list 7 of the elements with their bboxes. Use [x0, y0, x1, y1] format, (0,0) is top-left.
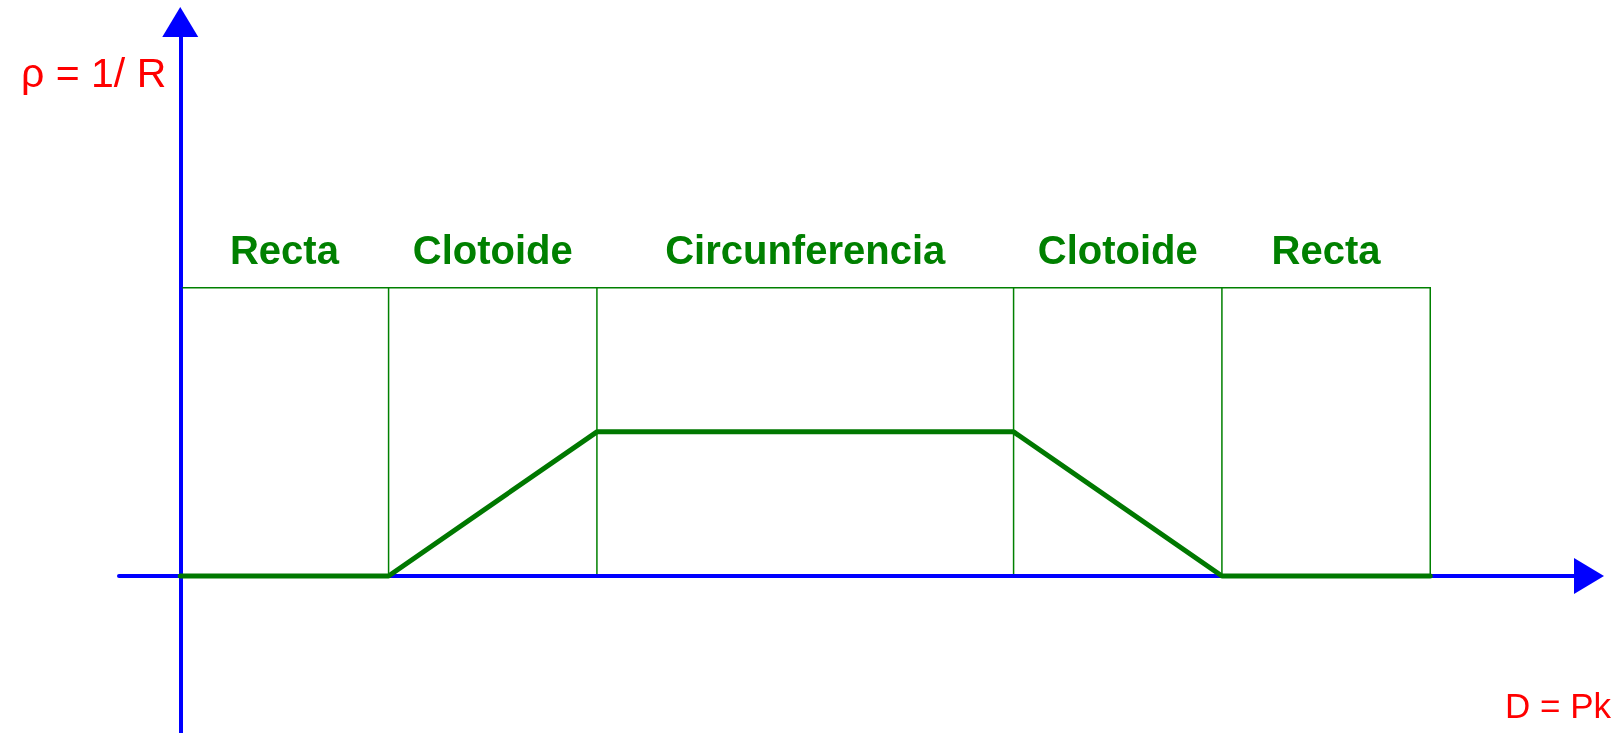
text: Recta [229, 227, 340, 272]
text: Recta [1271, 227, 1382, 272]
text: Circunferencia [665, 227, 947, 272]
text: ρ = 1/ R [21, 50, 167, 96]
text: Clotoide [1037, 227, 1198, 272]
text: Clotoide [412, 227, 573, 272]
x-axis-title: D = Pk [1504, 685, 1612, 725]
